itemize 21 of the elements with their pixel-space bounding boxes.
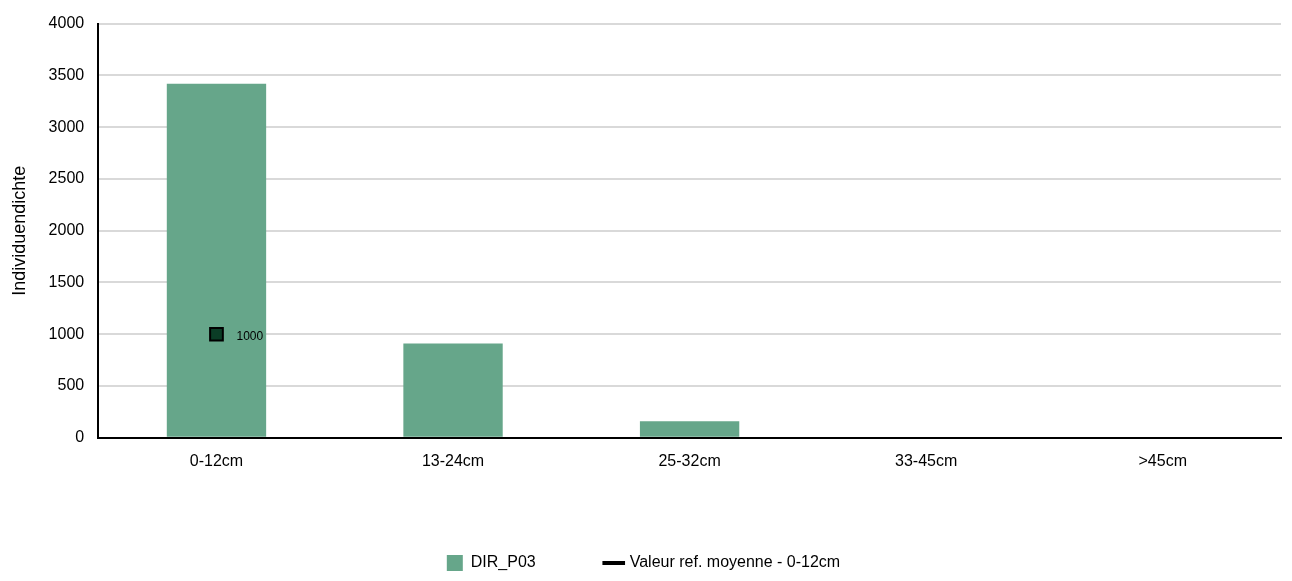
x-tick-label: 0-12cm <box>189 451 244 469</box>
y-tick-label: 1000 <box>48 324 85 342</box>
x-tick-label: 25-32cm <box>658 451 721 469</box>
bar <box>403 343 503 437</box>
legend-label: DIR_P03 <box>470 553 536 572</box>
bar <box>166 83 267 437</box>
y-axis-title: Individuendichte <box>8 165 29 296</box>
y-tick-label: 500 <box>57 376 85 394</box>
y-tick-label: 0 <box>75 428 85 446</box>
legend-label: Valeur ref. moyenne - 0-12cm <box>629 553 841 571</box>
bar <box>639 421 740 437</box>
x-tick-label: 33-45cm <box>895 451 958 469</box>
y-tick-label: 2500 <box>48 169 85 187</box>
x-tick-label: 13-24cm <box>421 451 485 469</box>
y-tick-label: 2000 <box>48 221 85 239</box>
y-tick-label: 4000 <box>48 14 85 32</box>
y-tick-label: 3000 <box>48 117 85 135</box>
data-label: 1000 <box>236 328 264 343</box>
y-tick-label: 1500 <box>48 272 85 290</box>
y-tick-label: 3500 <box>48 65 85 83</box>
x-tick-label: >45cm <box>1138 451 1187 469</box>
